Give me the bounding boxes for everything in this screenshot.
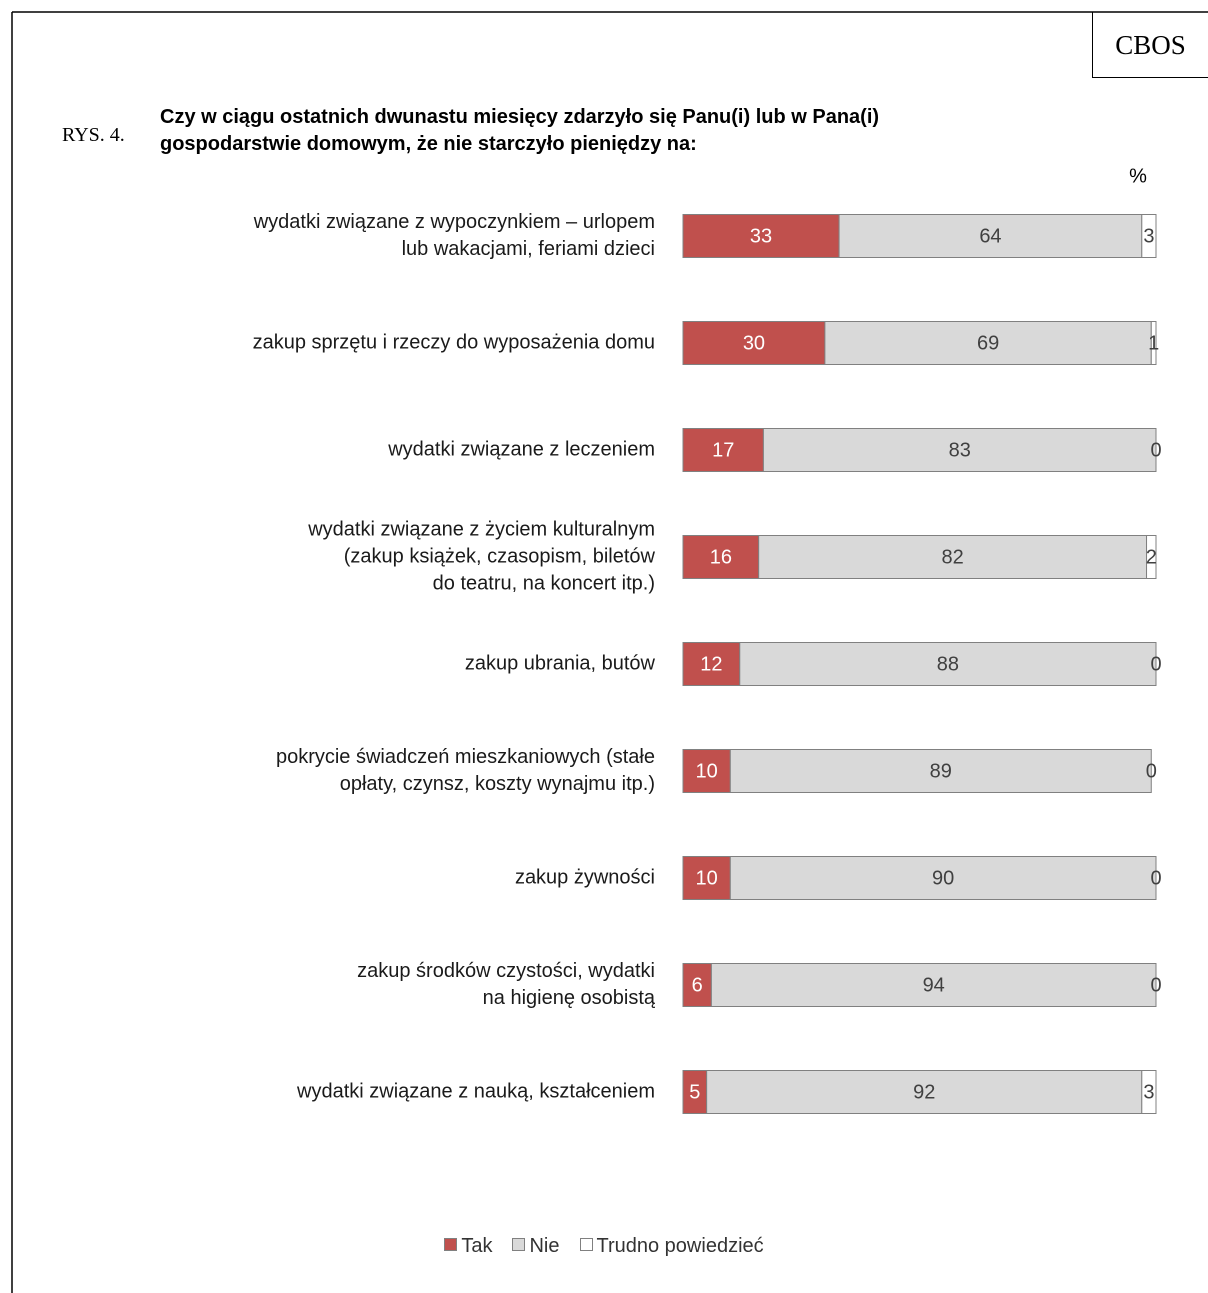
legend-label: Nie	[529, 1235, 560, 1257]
value-label: 83	[949, 439, 971, 461]
bar-segment	[710, 963, 1157, 1007]
source: CBOS	[1092, 12, 1208, 78]
bar-segment	[682, 214, 840, 258]
value-label: 0	[1150, 439, 1161, 461]
value-label: 0	[1150, 653, 1161, 675]
legend-swatch	[579, 1238, 593, 1251]
value-label: 88	[937, 653, 959, 675]
bar-segment	[682, 321, 826, 365]
bar-segment	[758, 535, 1148, 579]
value-label: 92	[913, 1081, 935, 1103]
value-label: 69	[977, 332, 999, 354]
value-label: 90	[932, 867, 954, 889]
bar-segment	[762, 428, 1157, 472]
category-label: wydatki związane z nauką, kształceniem	[297, 1080, 655, 1103]
category-label: wydatki związane z wypoczynkiem – urlope…	[253, 211, 655, 260]
bar-segment	[1146, 535, 1157, 579]
category-label: zakup żywności	[514, 866, 655, 889]
bar-segment	[739, 642, 1157, 686]
value-label: 2	[1146, 546, 1157, 568]
bar-segment	[1141, 1070, 1157, 1114]
figure-label: RYS. 4.	[62, 124, 125, 146]
bar-segment	[729, 749, 1152, 793]
bar-segment	[682, 749, 731, 793]
value-label: 82	[941, 546, 963, 568]
value-label: 0	[1146, 760, 1157, 782]
bar-segment	[1150, 321, 1157, 365]
value-label: 3	[1143, 225, 1154, 247]
value-label: 5	[689, 1081, 700, 1103]
value-label: 1	[1148, 332, 1159, 354]
bar-segment	[729, 856, 1157, 900]
legend-swatch	[444, 1238, 458, 1251]
category-label: wydatki związane z leczeniem	[388, 438, 655, 461]
bar-segment	[824, 321, 1152, 365]
bar-segment	[838, 214, 1143, 258]
value-label: 10	[696, 867, 718, 889]
value-label: 16	[710, 546, 732, 568]
legend-item: Nie	[512, 1235, 560, 1258]
category-label: zakup ubrania, butów	[464, 652, 655, 675]
legend-item: Trudno powiedzieć	[579, 1235, 764, 1258]
legend-label: Trudno powiedzieć	[596, 1235, 764, 1257]
value-label: 0	[1150, 867, 1161, 889]
category-label: wydatki związane z życiem kulturalnym (z…	[308, 518, 655, 595]
value-label: 89	[930, 760, 952, 782]
bar-segment	[682, 642, 741, 686]
bar-segment	[706, 1070, 1143, 1114]
category-label: zakup sprzętu i rzeczy do wyposażenia do…	[252, 331, 655, 354]
value-label: 17	[712, 439, 734, 461]
bar-segment	[1141, 214, 1157, 258]
legend-swatch	[512, 1238, 526, 1251]
chart-title: Czy w ciągu ostatnich dwunastu miesięcy …	[160, 106, 880, 155]
value-label: 6	[692, 974, 703, 996]
value-label: 10	[696, 760, 718, 782]
value-label: 30	[743, 332, 765, 354]
value-label: 94	[923, 974, 945, 996]
bar-segment	[682, 963, 712, 1007]
legend-item: Tak	[444, 1235, 492, 1258]
category-label: zakup środków czystości, wydatki na higi…	[357, 960, 655, 1009]
value-label: 0	[1150, 974, 1161, 996]
legend: Tak Nie Trudno powiedzieć	[0, 1235, 1208, 1258]
unit-label: %	[1129, 165, 1147, 187]
category-label: pokrycie świadczeń mieszkaniowych (stałe…	[275, 746, 655, 795]
bar-segment	[682, 535, 760, 579]
value-label: 3	[1143, 1081, 1154, 1103]
legend-label: Tak	[461, 1235, 493, 1257]
value-label: 33	[750, 225, 772, 247]
value-label: 12	[700, 653, 722, 675]
value-label: 64	[979, 225, 1001, 247]
